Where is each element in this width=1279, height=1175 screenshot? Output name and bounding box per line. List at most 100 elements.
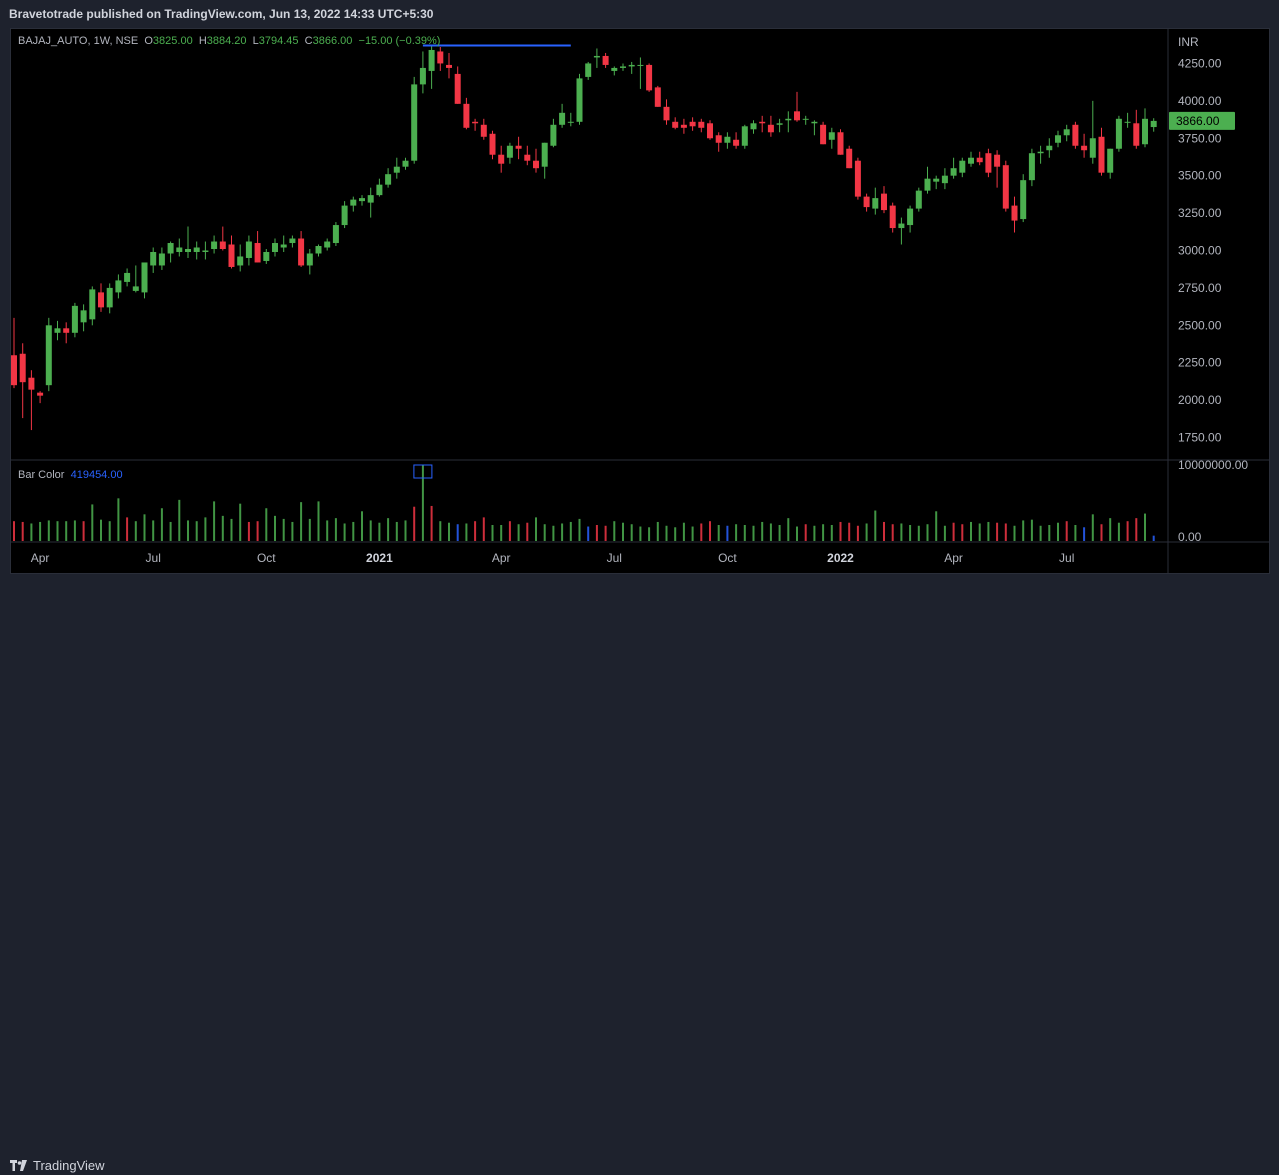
candle-body [837, 132, 844, 155]
candle-body [498, 154, 505, 164]
volume-bar [1091, 514, 1094, 541]
volume-bar [883, 521, 885, 541]
volume-bar [1135, 518, 1138, 541]
volume-bar [856, 525, 859, 541]
volume-bar [13, 521, 15, 541]
volume-bar [421, 465, 424, 541]
candle-body [698, 121, 705, 128]
volume-bar [1126, 521, 1129, 541]
volume-indicator-title[interactable]: Bar Color [18, 469, 65, 481]
volume-bar [134, 521, 137, 541]
candle-body [219, 241, 226, 249]
volume-bar [213, 501, 216, 541]
price-chart[interactable]: INR 4250.00 4000.00 3750.00 3500.00 3250.00 30… [0, 0, 1279, 609]
volume-bar [561, 523, 564, 541]
candle-body [324, 241, 331, 248]
candle-body [733, 139, 740, 146]
candle-body [863, 196, 870, 208]
candle-body [654, 87, 661, 107]
volume-bar [517, 524, 520, 541]
high-label: H [198, 35, 207, 47]
candle-body [620, 66, 626, 68]
candle-body [367, 195, 374, 203]
volume-bar [787, 518, 790, 541]
candle-body [1081, 145, 1088, 151]
volume-bar [448, 522, 450, 541]
candle-body [1002, 165, 1009, 209]
volume-bar [430, 505, 433, 541]
time-tick: Apr [492, 551, 511, 565]
volume-bar [813, 525, 816, 541]
chart-frame[interactable] [10, 28, 1270, 574]
volume-bar [1100, 524, 1103, 541]
volume-bar [317, 501, 320, 541]
candle-body [124, 272, 131, 282]
volume-bar [1152, 535, 1155, 541]
volume-bar [726, 525, 729, 541]
close-value: 3866.00 [312, 35, 353, 47]
candle-body [802, 118, 809, 120]
volume-bar [735, 524, 738, 541]
volume-value: 419454.00 [70, 469, 123, 481]
candle-body [211, 241, 218, 249]
candle-body [524, 154, 531, 161]
volume-bar [282, 518, 285, 541]
candle-body [889, 205, 896, 229]
candle-body [1055, 135, 1061, 143]
volume-bar [143, 514, 146, 541]
price-tick: 4250.00 [1178, 56, 1222, 70]
volume-bar [334, 518, 337, 541]
volume-bar [700, 523, 703, 541]
candles [11, 45, 1157, 431]
volume-bar [804, 524, 807, 541]
candle-body [167, 243, 174, 254]
candle-body [245, 241, 252, 258]
volume-bar [326, 520, 329, 541]
candle-body [45, 325, 52, 386]
volume-bar [987, 521, 990, 541]
volume-bar [1117, 522, 1120, 541]
candle-body [663, 106, 670, 121]
volume-bar [578, 518, 581, 541]
volume-bar [595, 525, 598, 541]
volume-bar [352, 521, 355, 541]
volume-bar [30, 523, 33, 541]
candle-body [11, 355, 17, 386]
volume-bar [343, 523, 346, 541]
volume-bar [1074, 525, 1077, 541]
candle-body [115, 280, 122, 293]
price-tick: 4000.00 [1178, 94, 1222, 108]
tradingview-logo[interactable]: TradingView [10, 1158, 105, 1173]
volume-bar [943, 525, 946, 541]
candle-body [680, 124, 687, 128]
volume-bar [91, 504, 94, 541]
volume-bar [952, 522, 955, 541]
candle-body [907, 208, 914, 226]
candle-body [19, 353, 26, 383]
candle-body [1063, 129, 1070, 136]
volume-bar [909, 525, 912, 541]
volume-bar [665, 525, 668, 541]
volume-bar [1004, 523, 1007, 541]
candle-body [289, 238, 296, 244]
candle-body [602, 55, 609, 65]
ohlc-legend: BAJAJ_AUTO, 1W, NSE O3825.00 H3884.20 L3… [18, 35, 440, 47]
time-tick: Jul [146, 551, 161, 565]
footer: TradingView [0, 574, 1279, 1173]
volume-bar [230, 518, 233, 541]
publish-bar: Bravetotrade published on TradingView.co… [0, 0, 1279, 28]
candle-body [132, 286, 139, 291]
volume-bar [778, 525, 781, 541]
volume-bar [682, 522, 685, 541]
price-tick: 2750.00 [1178, 281, 1222, 295]
candle-body [263, 251, 270, 261]
volume-bar [178, 499, 181, 541]
candle-body [341, 205, 348, 226]
low-value: 3794.45 [258, 35, 299, 47]
symbol-label[interactable]: BAJAJ_AUTO, 1W, NSE [18, 35, 139, 47]
price-tick: 3000.00 [1178, 243, 1222, 257]
volume-tick: 10000000.00 [1178, 458, 1248, 472]
volume-bar [709, 521, 711, 541]
candle-body [1020, 180, 1027, 220]
candle-body [959, 160, 966, 173]
